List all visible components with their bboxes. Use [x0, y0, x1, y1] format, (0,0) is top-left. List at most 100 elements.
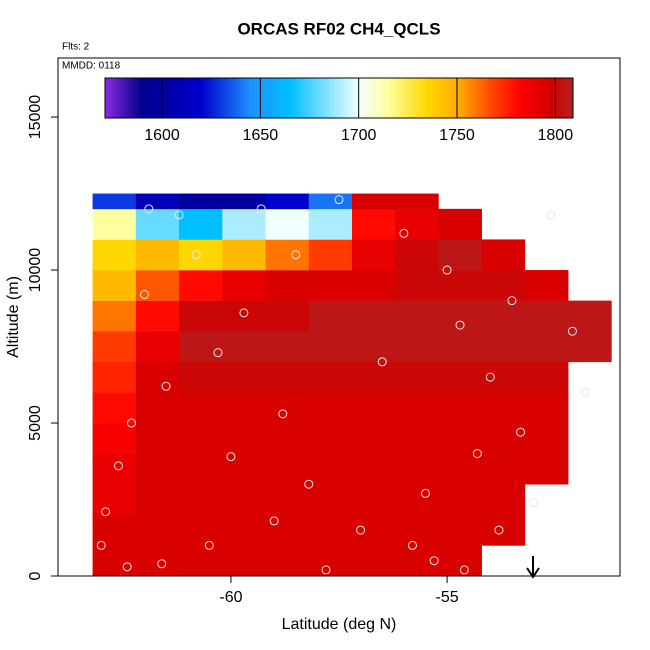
heatmap-cell — [308, 193, 353, 210]
heatmap-cell — [222, 239, 266, 271]
heatmap-cell — [524, 392, 569, 424]
observation-point — [269, 516, 279, 526]
heatmap-cell — [308, 331, 353, 363]
heatmap-cell — [395, 270, 439, 301]
heatmap-cell — [265, 545, 310, 577]
observation-point — [334, 195, 344, 205]
colorbar-tick-label: 1600 — [144, 127, 180, 144]
heatmap-cell — [92, 208, 137, 240]
observation-point — [144, 204, 154, 214]
heatmap-cell — [265, 514, 310, 546]
observation-point — [157, 559, 167, 569]
observation-point — [304, 479, 314, 489]
heatmap-cell — [524, 300, 569, 332]
observation-point — [114, 461, 124, 471]
colorbar — [104, 77, 574, 119]
heatmap-cell — [135, 484, 180, 516]
heatmap-cell — [351, 208, 396, 240]
heatmap-cell — [568, 331, 612, 363]
y-tick-label: 0 — [27, 571, 44, 580]
heatmap-cell — [351, 239, 396, 271]
heatmap-cell — [308, 361, 353, 393]
heatmap-cell — [524, 270, 569, 301]
heatmap-cell — [481, 361, 526, 393]
observation-point — [420, 488, 430, 498]
heatmap-cell — [179, 484, 223, 516]
heatmap-cell — [395, 193, 439, 210]
heatmap-cell — [135, 514, 180, 546]
heatmap-cell — [265, 331, 310, 363]
heatmap-cell — [179, 208, 223, 240]
plot-frame — [57, 57, 621, 577]
heatmap-cell — [438, 514, 482, 546]
heatmap-cell — [92, 484, 137, 516]
heatmap-cell — [395, 423, 439, 454]
heatmap-cell — [265, 239, 310, 271]
heatmap-cell — [351, 392, 396, 424]
heatmap-cell — [179, 270, 223, 301]
heatmap-cell — [135, 331, 180, 363]
x-tick-label: -60 — [219, 589, 242, 606]
annotation: Flts: 2 — [62, 42, 90, 53]
heatmap-cell — [222, 193, 266, 210]
observation-point — [204, 540, 214, 550]
observation-point — [580, 387, 590, 397]
heatmap-cell — [438, 239, 482, 271]
heatmap-cell — [351, 453, 396, 485]
heatmap-cell — [308, 484, 353, 516]
heatmap-cell — [351, 423, 396, 454]
observation-point — [239, 308, 249, 318]
heatmap-cell — [92, 331, 137, 363]
heatmap-cell — [438, 361, 482, 393]
heatmap-cell — [92, 270, 137, 301]
heatmap-cell — [438, 545, 482, 577]
heatmap-cell — [135, 361, 180, 393]
heatmap-cell — [265, 270, 310, 301]
observation-point — [459, 565, 469, 575]
heatmap-cell — [265, 484, 310, 516]
heatmap-cell — [395, 545, 439, 577]
observation-point — [139, 290, 149, 300]
heatmap-cell — [308, 453, 353, 485]
heatmap-cell — [179, 300, 223, 332]
heatmap-cell — [481, 270, 526, 301]
heatmap-cell — [395, 361, 439, 393]
heatmap-cell — [438, 331, 482, 363]
heatmap-cell — [179, 193, 223, 210]
heatmap-cell — [92, 545, 137, 577]
heatmap-cell — [438, 270, 482, 301]
heatmap-cell — [222, 331, 266, 363]
heatmap-cell — [265, 423, 310, 454]
heatmap-cell — [92, 193, 137, 210]
heatmap-cell — [265, 453, 310, 485]
chart-title: ORCAS RF02 CH4_QCLS — [237, 19, 440, 38]
observation-point — [399, 228, 409, 238]
heatmap-cell — [222, 423, 266, 454]
heatmap-cell — [222, 484, 266, 516]
heatmap-cell — [395, 514, 439, 546]
observation-point — [278, 409, 288, 419]
heatmap-cell — [438, 453, 482, 485]
heatmap-cell — [395, 208, 439, 240]
observation-point — [529, 498, 539, 508]
heatmap-cell — [308, 208, 353, 240]
observation-point — [226, 452, 236, 462]
heatmap-cell — [395, 453, 439, 485]
heatmap-cell — [481, 392, 526, 424]
heatmap-cell — [568, 300, 612, 332]
heatmap-cell — [351, 331, 396, 363]
heatmap-cell — [135, 270, 180, 301]
heatmap-cell — [179, 453, 223, 485]
observation-point — [455, 320, 465, 330]
observation-point — [321, 565, 331, 575]
heatmap-cell — [179, 514, 223, 546]
y-tick-label: 5000 — [27, 405, 44, 441]
heatmap-cell — [135, 239, 180, 271]
heatmap-cell — [481, 423, 526, 454]
observation-point — [191, 250, 201, 260]
colorbar-tick-label: 1700 — [341, 127, 377, 144]
heatmap-cell — [524, 361, 569, 393]
observation-point — [161, 381, 171, 391]
heatmap-cell — [395, 239, 439, 271]
